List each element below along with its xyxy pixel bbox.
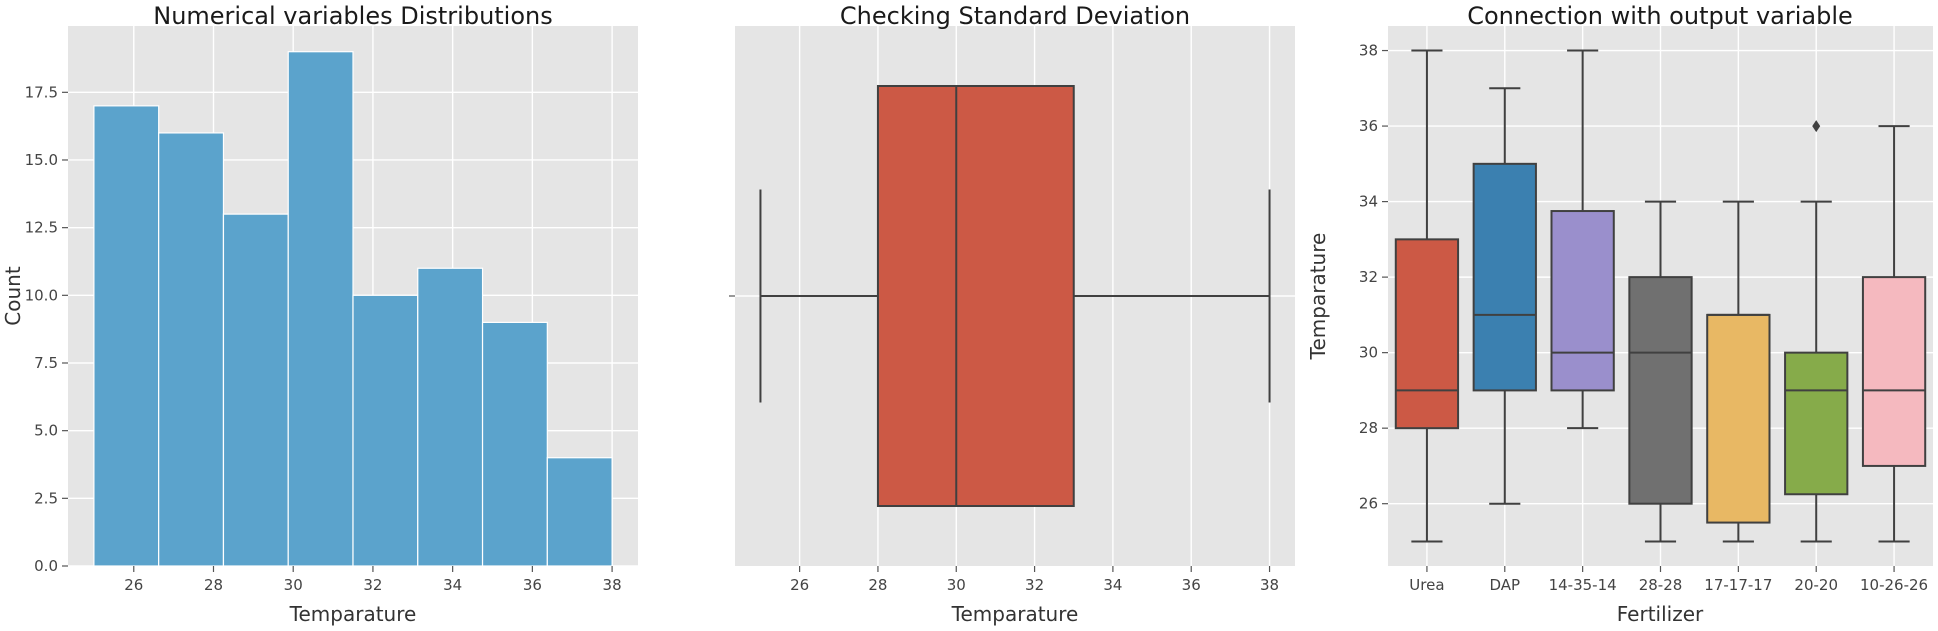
y-tick-label: 7.5 bbox=[34, 354, 58, 372]
y-tick-label: 30 bbox=[1359, 344, 1378, 362]
histogram-bar bbox=[352, 294, 419, 567]
x-tick-label: 32 bbox=[1025, 576, 1044, 594]
y-tick-label: 26 bbox=[1359, 495, 1378, 513]
x-tick-label: 30 bbox=[947, 576, 966, 594]
box-iqr bbox=[1784, 351, 1849, 496]
x-tick-label: 36 bbox=[523, 576, 542, 594]
y-tick-label: 2.5 bbox=[34, 489, 58, 507]
box-iqr bbox=[1550, 210, 1615, 392]
y-axis-label: Count bbox=[1, 266, 25, 326]
y-tick-label: 12.5 bbox=[25, 219, 58, 237]
histogram-bar bbox=[287, 51, 354, 567]
x-ticks: 26 28 30 32 34 36 38 bbox=[124, 566, 622, 594]
chart-title: Connection with output variable bbox=[1467, 2, 1853, 30]
x-tick-label: 14-35-14 bbox=[1549, 576, 1617, 594]
box-iqr bbox=[1472, 162, 1537, 392]
histogram-bar bbox=[481, 321, 548, 567]
box-plots bbox=[1394, 49, 1927, 543]
grouped-boxplot-panel: Urea DAP 14-35-14 28-28 17-17-17 20-20 10-26-2… bbox=[1306, 2, 1933, 626]
y-tick-label: 10.0 bbox=[25, 286, 58, 304]
chart-title: Numerical variables Distributions bbox=[153, 2, 553, 30]
box-group bbox=[1784, 120, 1849, 543]
boxplot-panel: 26 28 30 32 34 36 38 Checking Standard Deviati… bbox=[729, 2, 1295, 626]
histogram-bar bbox=[546, 457, 613, 567]
x-axis-label: Temparature bbox=[289, 602, 417, 626]
histogram-panel: 26 28 30 32 34 36 38 0.0 2.5 5.0 7.5 10.0 12.5 15.0 1… bbox=[1, 2, 638, 626]
y-tick-label: 38 bbox=[1359, 42, 1378, 60]
histogram-bar bbox=[158, 132, 225, 567]
x-ticks: 26 28 30 32 34 36 38 bbox=[790, 566, 1279, 594]
x-tick-label: 20-20 bbox=[1794, 576, 1838, 594]
box-iqr bbox=[1394, 238, 1460, 430]
box-group bbox=[759, 85, 1271, 507]
y-axis-label: Temparature bbox=[1306, 233, 1330, 361]
box-group bbox=[1861, 125, 1927, 543]
x-tick-label: 34 bbox=[1103, 576, 1122, 594]
box-plot bbox=[759, 85, 1271, 507]
x-axis-label: Temparature bbox=[951, 602, 1079, 626]
x-tick-label: 28 bbox=[204, 576, 223, 594]
histogram-bar bbox=[222, 213, 289, 567]
x-tick-label: 26 bbox=[790, 576, 809, 594]
box-group bbox=[1550, 49, 1615, 430]
x-ticks: Urea DAP 14-35-14 28-28 17-17-17 20-20 10-26-2… bbox=[1409, 566, 1928, 594]
box-iqr bbox=[1628, 276, 1693, 505]
y-tick-label: 34 bbox=[1359, 193, 1378, 211]
x-tick-label: 38 bbox=[1260, 576, 1279, 594]
box-group bbox=[1472, 87, 1537, 505]
y-tick-label: 0.0 bbox=[34, 557, 58, 575]
box-iqr bbox=[1861, 276, 1927, 467]
box-group bbox=[1628, 200, 1693, 543]
x-tick-label: DAP bbox=[1489, 576, 1520, 594]
x-tick-label: 28 bbox=[868, 576, 887, 594]
x-axis-label: Fertilizer bbox=[1617, 602, 1704, 626]
x-tick-label: 30 bbox=[284, 576, 303, 594]
y-tick-label: 17.5 bbox=[25, 83, 58, 101]
x-tick-label: 28-28 bbox=[1639, 576, 1683, 594]
box-group bbox=[1706, 200, 1771, 543]
chart-title: Checking Standard Deviation bbox=[840, 2, 1190, 30]
y-ticks: 26 28 30 32 34 36 38 bbox=[1359, 42, 1388, 513]
x-tick-label: 17-17-17 bbox=[1704, 576, 1772, 594]
histogram-bar bbox=[417, 267, 484, 567]
y-ticks: 0.0 2.5 5.0 7.5 10.0 12.5 15.0 17.5 bbox=[25, 83, 68, 575]
box-iqr bbox=[1706, 313, 1771, 524]
x-tick-label: Urea bbox=[1409, 576, 1444, 594]
x-tick-label: 38 bbox=[603, 576, 622, 594]
histogram-bar bbox=[93, 105, 160, 567]
box-group bbox=[1394, 49, 1460, 543]
x-tick-label: 26 bbox=[124, 576, 143, 594]
box-iqr bbox=[876, 85, 1075, 507]
y-tick-label: 36 bbox=[1359, 117, 1378, 135]
x-tick-label: 10-26-26 bbox=[1860, 576, 1928, 594]
y-tick-label: 32 bbox=[1359, 268, 1378, 286]
y-tick-label: 5.0 bbox=[34, 422, 58, 440]
y-tick-label: 28 bbox=[1359, 419, 1378, 437]
x-tick-label: 34 bbox=[443, 576, 462, 594]
histogram-bars bbox=[93, 51, 613, 567]
x-tick-label: 36 bbox=[1182, 576, 1201, 594]
x-tick-label: 32 bbox=[363, 576, 382, 594]
y-tick-label: 15.0 bbox=[25, 151, 58, 169]
outlier-point bbox=[1812, 120, 1821, 133]
